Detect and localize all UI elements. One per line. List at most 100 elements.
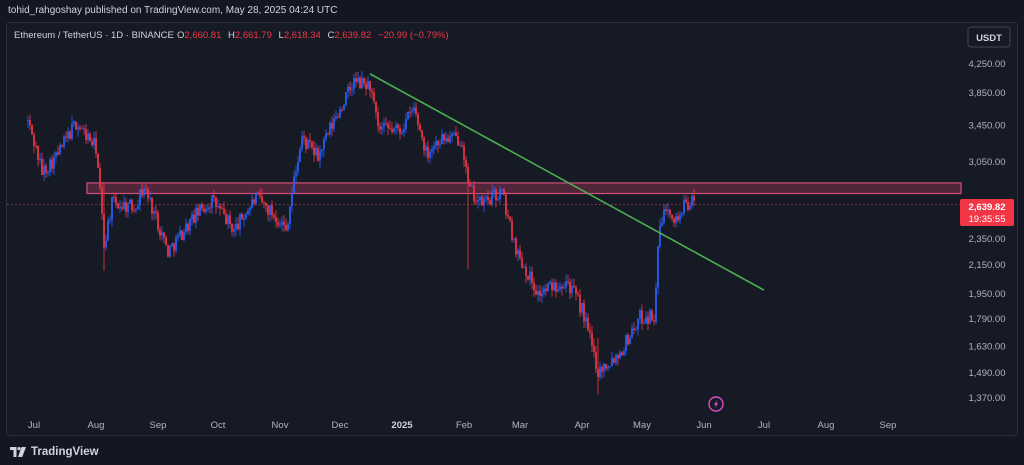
candle xyxy=(545,283,547,296)
candle xyxy=(53,151,55,175)
candle xyxy=(71,116,73,141)
legend: Ethereum / TetherUS · 1D · BINANCE O2,66… xyxy=(14,30,449,41)
candle xyxy=(339,106,341,119)
candle xyxy=(157,209,159,233)
candle xyxy=(511,216,513,243)
candle xyxy=(213,189,215,203)
candle xyxy=(255,191,257,206)
candle xyxy=(567,274,569,286)
candle xyxy=(95,131,97,159)
candle xyxy=(439,138,441,149)
candle xyxy=(337,113,339,118)
ideas-bolt-icon[interactable] xyxy=(708,396,724,412)
candle xyxy=(643,319,645,325)
candle xyxy=(547,281,549,292)
candle xyxy=(303,130,305,145)
candle xyxy=(367,76,369,90)
candle xyxy=(217,199,219,209)
y-tick-label: 1,370.00 xyxy=(969,393,1006,404)
candle xyxy=(565,274,567,293)
candle xyxy=(165,235,167,246)
overlay-layer xyxy=(7,73,960,291)
candle xyxy=(647,311,649,331)
candle xyxy=(469,179,471,188)
candle xyxy=(615,353,617,366)
candle xyxy=(493,186,495,198)
candle xyxy=(679,211,681,225)
x-tick-label: Jul xyxy=(28,420,40,431)
candle xyxy=(671,213,673,222)
candle xyxy=(385,117,387,126)
candle xyxy=(477,193,479,209)
candle xyxy=(97,152,99,169)
tradingview-brand: TradingView xyxy=(31,445,99,458)
candle xyxy=(499,185,501,204)
currency-button[interactable]: USDT xyxy=(967,26,1011,48)
candle xyxy=(487,189,489,204)
candle xyxy=(55,150,57,164)
legend-symbol: Ethereum / TetherUS · 1D · BINANCE xyxy=(14,30,174,41)
candle xyxy=(51,155,53,173)
candle xyxy=(289,205,291,230)
x-tick-label: Oct xyxy=(211,420,226,431)
candle xyxy=(611,351,613,367)
candle xyxy=(293,170,295,193)
candle xyxy=(583,299,585,329)
candle xyxy=(153,207,155,221)
candle xyxy=(641,304,643,330)
candle xyxy=(27,116,29,129)
candle xyxy=(485,194,487,203)
candle xyxy=(489,197,491,206)
candle xyxy=(517,247,519,261)
candle xyxy=(525,263,527,284)
candle xyxy=(83,125,85,136)
candle xyxy=(419,122,421,132)
candlestick-chart[interactable]: 4,250.00 3,850.00 3,450.00 3,050.00 2,350.00… xyxy=(7,23,1018,436)
candle xyxy=(395,121,397,135)
candle xyxy=(405,112,407,133)
candle xyxy=(277,217,279,228)
candle xyxy=(683,195,685,216)
y-tick-label: 1,950.00 xyxy=(969,289,1006,300)
candle xyxy=(421,129,423,141)
candle xyxy=(261,189,263,204)
candle xyxy=(383,117,385,133)
candle xyxy=(179,225,181,239)
candle xyxy=(33,132,35,154)
candle xyxy=(237,216,239,231)
candle xyxy=(563,281,565,290)
candle xyxy=(187,221,189,234)
y-tick-label: 1,790.00 xyxy=(969,314,1006,325)
candle xyxy=(115,193,117,208)
candle xyxy=(597,337,599,395)
candle xyxy=(57,145,59,156)
candle xyxy=(437,139,439,153)
candle xyxy=(323,136,325,157)
candle xyxy=(37,145,39,167)
candle xyxy=(453,130,455,136)
candle xyxy=(269,204,271,223)
candle xyxy=(639,307,641,325)
candle xyxy=(371,87,373,100)
candle xyxy=(667,202,669,217)
candle xyxy=(491,184,493,207)
candle xyxy=(327,132,329,136)
candle xyxy=(443,133,445,145)
candle xyxy=(103,181,105,271)
candle xyxy=(227,213,229,229)
last-price-label: 2,639.82 19:35:55 xyxy=(960,199,1014,226)
footer: TradingView xyxy=(0,438,1024,465)
candle xyxy=(305,135,307,154)
candle xyxy=(231,222,233,237)
candle xyxy=(243,214,245,227)
candle xyxy=(147,186,149,203)
chart-panel[interactable]: 4,250.00 3,850.00 3,450.00 3,050.00 2,350.00… xyxy=(6,22,1018,436)
candles-layer xyxy=(27,70,695,395)
trendline[interactable] xyxy=(369,73,765,291)
candle xyxy=(591,325,593,352)
candle xyxy=(107,216,109,242)
candle xyxy=(113,192,115,202)
resistance-zone[interactable] xyxy=(86,182,962,195)
price-axis: 4,250.00 3,850.00 3,450.00 3,050.00 2,350.00… xyxy=(969,59,1006,404)
candle xyxy=(515,236,517,258)
